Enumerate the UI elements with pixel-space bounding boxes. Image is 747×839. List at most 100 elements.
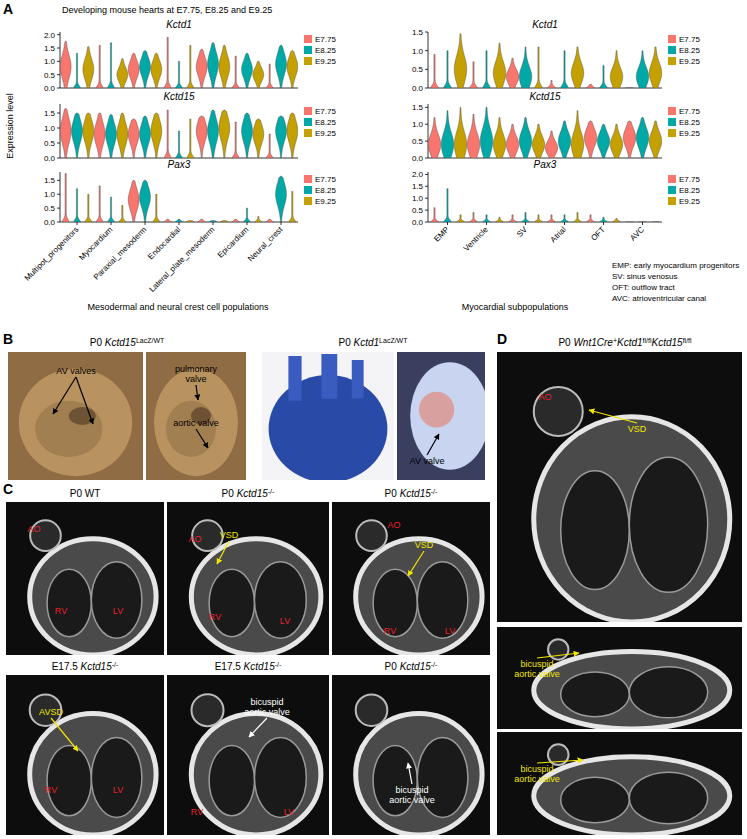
- x-axis-label: Myocardial subpopulations: [462, 302, 569, 312]
- violin: [444, 189, 451, 222]
- violin: [519, 118, 531, 159]
- violin: [266, 134, 273, 158]
- ventricle: [91, 737, 142, 817]
- violin: [613, 218, 620, 222]
- valve-shape: [69, 407, 96, 425]
- violin: [587, 84, 594, 88]
- ventricle: [629, 667, 707, 718]
- annotation: pulmonaryvalve: [175, 364, 218, 384]
- annotation-arrow: [249, 718, 267, 737]
- annotation-line: bicuspid: [520, 764, 553, 774]
- annotation-arrow: [408, 763, 412, 784]
- y-tick: [425, 158, 428, 159]
- annotation: LV: [280, 616, 290, 626]
- title-segment: LacZ/WT: [136, 337, 165, 344]
- violin: [266, 64, 273, 88]
- violin: [244, 208, 251, 222]
- panel-label: C: [3, 481, 13, 497]
- violin: [535, 215, 542, 222]
- annotation: AO: [538, 392, 551, 402]
- violin: [587, 215, 594, 222]
- photo: [497, 732, 742, 835]
- violin: [548, 215, 555, 222]
- violin: [287, 51, 298, 88]
- y-tick: [57, 61, 60, 62]
- y-tick-label: 0.0: [44, 84, 56, 93]
- violin: [266, 219, 273, 222]
- photo: [397, 352, 485, 480]
- legend-label: E8.25: [679, 46, 700, 55]
- y-tick-label: 1.5: [44, 176, 56, 185]
- ventricle: [209, 569, 254, 636]
- violin: [253, 119, 264, 158]
- y-tick: [425, 198, 428, 199]
- violin: [649, 47, 661, 88]
- y-tick: [57, 48, 60, 49]
- title-segment: P0 WT: [70, 488, 101, 499]
- violin: [506, 124, 518, 158]
- violin: [83, 113, 94, 158]
- violin: [610, 51, 622, 88]
- violin: [506, 58, 518, 88]
- violin: [74, 189, 81, 222]
- legend-swatch: [668, 57, 676, 65]
- violin: [441, 111, 453, 158]
- y-tick: [425, 107, 428, 108]
- violin: [454, 34, 466, 88]
- x-tick-label: SV: [515, 225, 529, 239]
- title-segment: P0: [558, 337, 573, 348]
- photo-bg: [6, 502, 164, 655]
- panel-label: D: [497, 331, 507, 347]
- violin-chart: Kctd150.00.51.01.5E7.75E8.25E9.25: [44, 91, 337, 163]
- panel-title: P0 Kctd15LacZ/WT: [90, 337, 165, 349]
- violin: [60, 109, 71, 159]
- panel-title: P0 Kctd15-/-: [385, 661, 438, 673]
- violin: [431, 208, 438, 222]
- ventricle: [47, 745, 91, 815]
- violin: [74, 53, 81, 88]
- violin: [253, 61, 264, 88]
- x-tick: [486, 222, 487, 225]
- annotation: VSD: [415, 540, 434, 550]
- x-tick: [213, 222, 214, 225]
- violin: [196, 49, 207, 88]
- legend-swatch: [668, 186, 676, 194]
- photo-bg: [497, 627, 742, 729]
- title-segment: -/-: [431, 488, 438, 495]
- violin: [85, 194, 92, 222]
- violin: [480, 107, 492, 158]
- violin-chart: Pax30.00.51.01.5Multipot_progenitorsMyoc…: [23, 159, 337, 294]
- photo: [6, 675, 164, 835]
- panel-title: E17.5 Kctd15-/-: [52, 661, 119, 673]
- annotation: AO: [188, 534, 201, 544]
- annotation-arrow: [76, 377, 93, 424]
- violin: [535, 47, 542, 88]
- x-tick-label: Ventricle: [462, 225, 490, 253]
- violin: [571, 47, 583, 88]
- title-segment: -/-: [275, 661, 282, 668]
- violin: [164, 219, 171, 222]
- violin: [558, 121, 570, 158]
- y-axis-label: Expression level: [5, 93, 15, 159]
- aorta: [356, 694, 388, 726]
- photo-bg: [167, 675, 329, 835]
- y-tick: [425, 124, 428, 125]
- violin: [509, 215, 516, 222]
- y-tick-label: 2.0: [412, 170, 424, 179]
- x-tick-label: Atrial: [549, 225, 568, 244]
- heart-wall: [534, 651, 730, 729]
- annotation-arrow: [196, 385, 198, 400]
- legend-label: E8.25: [679, 186, 700, 195]
- title-segment: P0: [90, 337, 105, 348]
- annotation: LV: [113, 606, 123, 616]
- y-tick-label: 1.0: [44, 124, 56, 133]
- legend-label: E8.25: [315, 118, 336, 127]
- annotation-line: aortic valve: [514, 774, 560, 784]
- y-tick-label: 1.0: [412, 194, 424, 203]
- violin: [255, 216, 262, 222]
- violin: [428, 118, 440, 159]
- photo-bg: [167, 502, 329, 655]
- violin: [176, 219, 183, 222]
- violin: [289, 191, 296, 222]
- abbreviation: AVC: atrioventricular canal: [612, 294, 706, 303]
